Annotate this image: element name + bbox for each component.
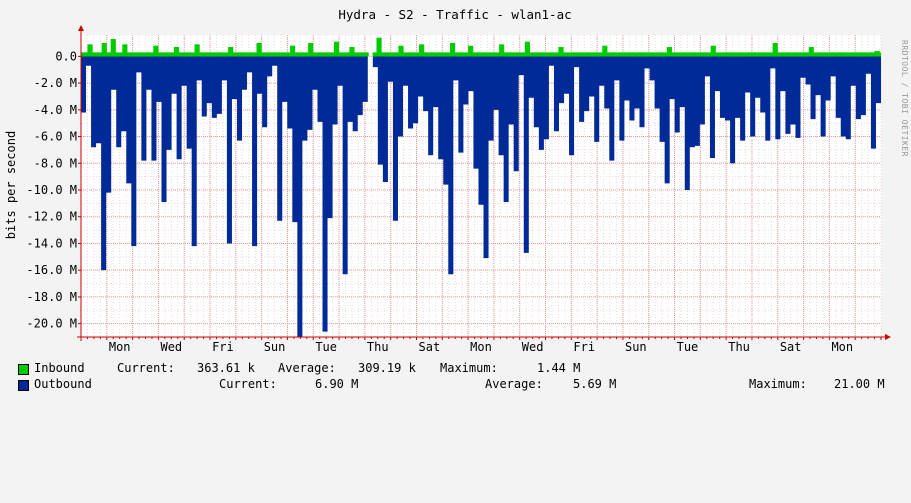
y-tick-label: -2.0 M [34, 76, 77, 90]
x-tick-label: Mon [109, 340, 131, 354]
y-tick-label: -18.0 M [26, 290, 77, 304]
rrdtool-credit: RRDTOOL / TOBI OETIKER [900, 40, 909, 157]
outbound-swatch [18, 380, 29, 391]
inbound-current-value: 363.61 k [197, 361, 255, 375]
x-tick-label: Mon [470, 340, 492, 354]
inbound-spike [398, 45, 404, 57]
x-tick-label: Sun [264, 340, 286, 354]
y-tick-label: -12.0 M [26, 210, 77, 224]
inbound-spike [558, 47, 564, 57]
inbound-spike [87, 44, 93, 57]
inbound-series-band [372, 52, 881, 57]
x-tick-label: Thu [728, 340, 750, 354]
x-axis-arrow [885, 334, 891, 340]
inbound-spike [419, 44, 425, 57]
inbound-spike [874, 51, 880, 57]
inbound-spike [228, 47, 234, 57]
inbound-spike [666, 47, 672, 57]
x-tick-label: Thu [367, 340, 389, 354]
outbound-average-value: 5.69 M [573, 377, 617, 391]
inbound-name: Inbound [34, 361, 85, 375]
x-tick-label: Tue [315, 340, 337, 354]
y-tick-label: -20.0 M [26, 317, 77, 331]
inbound-spike [710, 45, 716, 57]
inbound-spike [524, 41, 531, 57]
inbound-current-label: Current: [117, 361, 175, 375]
x-tick-label: Tue [677, 340, 699, 354]
legend-inbound: Inbound Current: 363.61 k Average: 309.1… [0, 361, 911, 377]
y-tick-label: -4.0 M [34, 103, 77, 117]
inbound-spike [499, 44, 505, 57]
y-tick-label: -16.0 M [26, 263, 77, 277]
outbound-maximum-label: Maximum: [749, 377, 807, 391]
y-tick-label: -8.0 M [34, 156, 77, 170]
inbound-spike [101, 43, 107, 57]
inbound-spike [333, 41, 340, 57]
x-tick-label: Sat [780, 340, 802, 354]
outbound-maximum-value: 21.00 M [834, 377, 885, 391]
chart-title: Hydra - S2 - Traffic - wlan1-ac [338, 7, 571, 22]
traffic-chart: Hydra - S2 - Traffic - wlan1-ac bits per… [4, 7, 891, 354]
inbound-average-value: 309.19 k [358, 361, 416, 375]
inbound-swatch [18, 364, 29, 375]
x-tick-label: Sun [625, 340, 647, 354]
inbound-spike [450, 43, 456, 57]
inbound-spike [468, 45, 474, 57]
inbound-spike [772, 43, 778, 57]
inbound-spike [122, 44, 128, 57]
x-tick-label: Wed [522, 340, 544, 354]
inbound-series-band [81, 52, 369, 57]
inbound-spike [194, 44, 200, 57]
outbound-series [81, 56, 881, 338]
outbound-average-label: Average: [485, 377, 543, 391]
x-tick-label: Fri [573, 340, 595, 354]
inbound-average-label: Average: [278, 361, 336, 375]
y-axis-arrow [78, 25, 84, 31]
y-axis-label: bits per second [4, 131, 18, 239]
outbound-name: Outbound [34, 377, 92, 391]
inbound-spike [153, 45, 159, 57]
legend-outbound: Outbound Current: 6.90 M Average: 5.69 M… [0, 377, 911, 393]
outbound-current-value: 6.90 M [315, 377, 359, 391]
y-tick-label: -10.0 M [26, 183, 77, 197]
inbound-spike [349, 47, 355, 57]
inbound-spike [173, 47, 180, 57]
x-tick-label: Fri [212, 340, 234, 354]
inbound-spike [110, 39, 116, 57]
inbound-spike [376, 37, 382, 57]
outbound-current-label: Current: [219, 377, 277, 391]
y-tick-label: 0.0 [55, 49, 77, 63]
x-tick-label: Wed [160, 340, 182, 354]
y-tick-label: -6.0 M [34, 130, 77, 144]
inbound-spike [602, 45, 608, 57]
y-tick-label: -14.0 M [26, 236, 77, 250]
x-tick-label: Mon [831, 340, 853, 354]
inbound-maximum-label: Maximum: [440, 361, 498, 375]
inbound-spike [308, 43, 314, 57]
inbound-spike [290, 45, 296, 57]
inbound-maximum-value: 1.44 M [537, 361, 581, 375]
x-tick-label: Sat [419, 340, 441, 354]
inbound-spike [256, 43, 262, 57]
inbound-spike [808, 47, 814, 57]
